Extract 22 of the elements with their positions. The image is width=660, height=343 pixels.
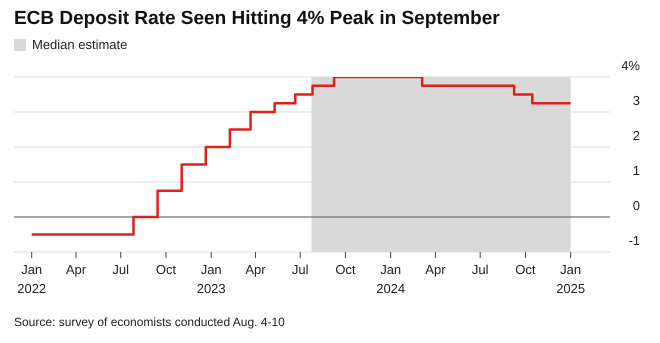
x-tick-label: Jul (112, 262, 130, 277)
y-tick-label: 2 (632, 128, 640, 143)
chart-title: ECB Deposit Rate Seen Hitting 4% Peak in September (14, 8, 500, 30)
x-tick-label: Jan 2025 (556, 262, 586, 296)
x-tick-label: Jul (292, 262, 309, 277)
x-tick-label: Apr (66, 262, 87, 277)
x-tick-label: Jan 2024 (376, 262, 406, 296)
x-tick-label: Jan 2022 (17, 262, 46, 296)
legend-label: Median estimate (32, 37, 128, 52)
y-tick-label: 3 (632, 93, 640, 108)
y-tick-label: -1 (628, 233, 640, 248)
y-tick-label: 4% (621, 58, 640, 73)
y-tick-label: 0 (632, 198, 640, 213)
x-tick-label: Oct (156, 262, 176, 277)
source-note: Source: survey of economists conducted Aug. 4-10 (14, 315, 285, 329)
x-tick-label: Jul (472, 262, 489, 277)
x-tick-label: Jan 2023 (196, 262, 226, 296)
y-tick-label: 1 (632, 163, 640, 178)
x-tick-label: Apr (245, 262, 266, 277)
x-tick-label: Oct (515, 262, 536, 277)
x-tick-label: Oct (335, 262, 356, 277)
x-tick-label: Apr (425, 262, 446, 277)
